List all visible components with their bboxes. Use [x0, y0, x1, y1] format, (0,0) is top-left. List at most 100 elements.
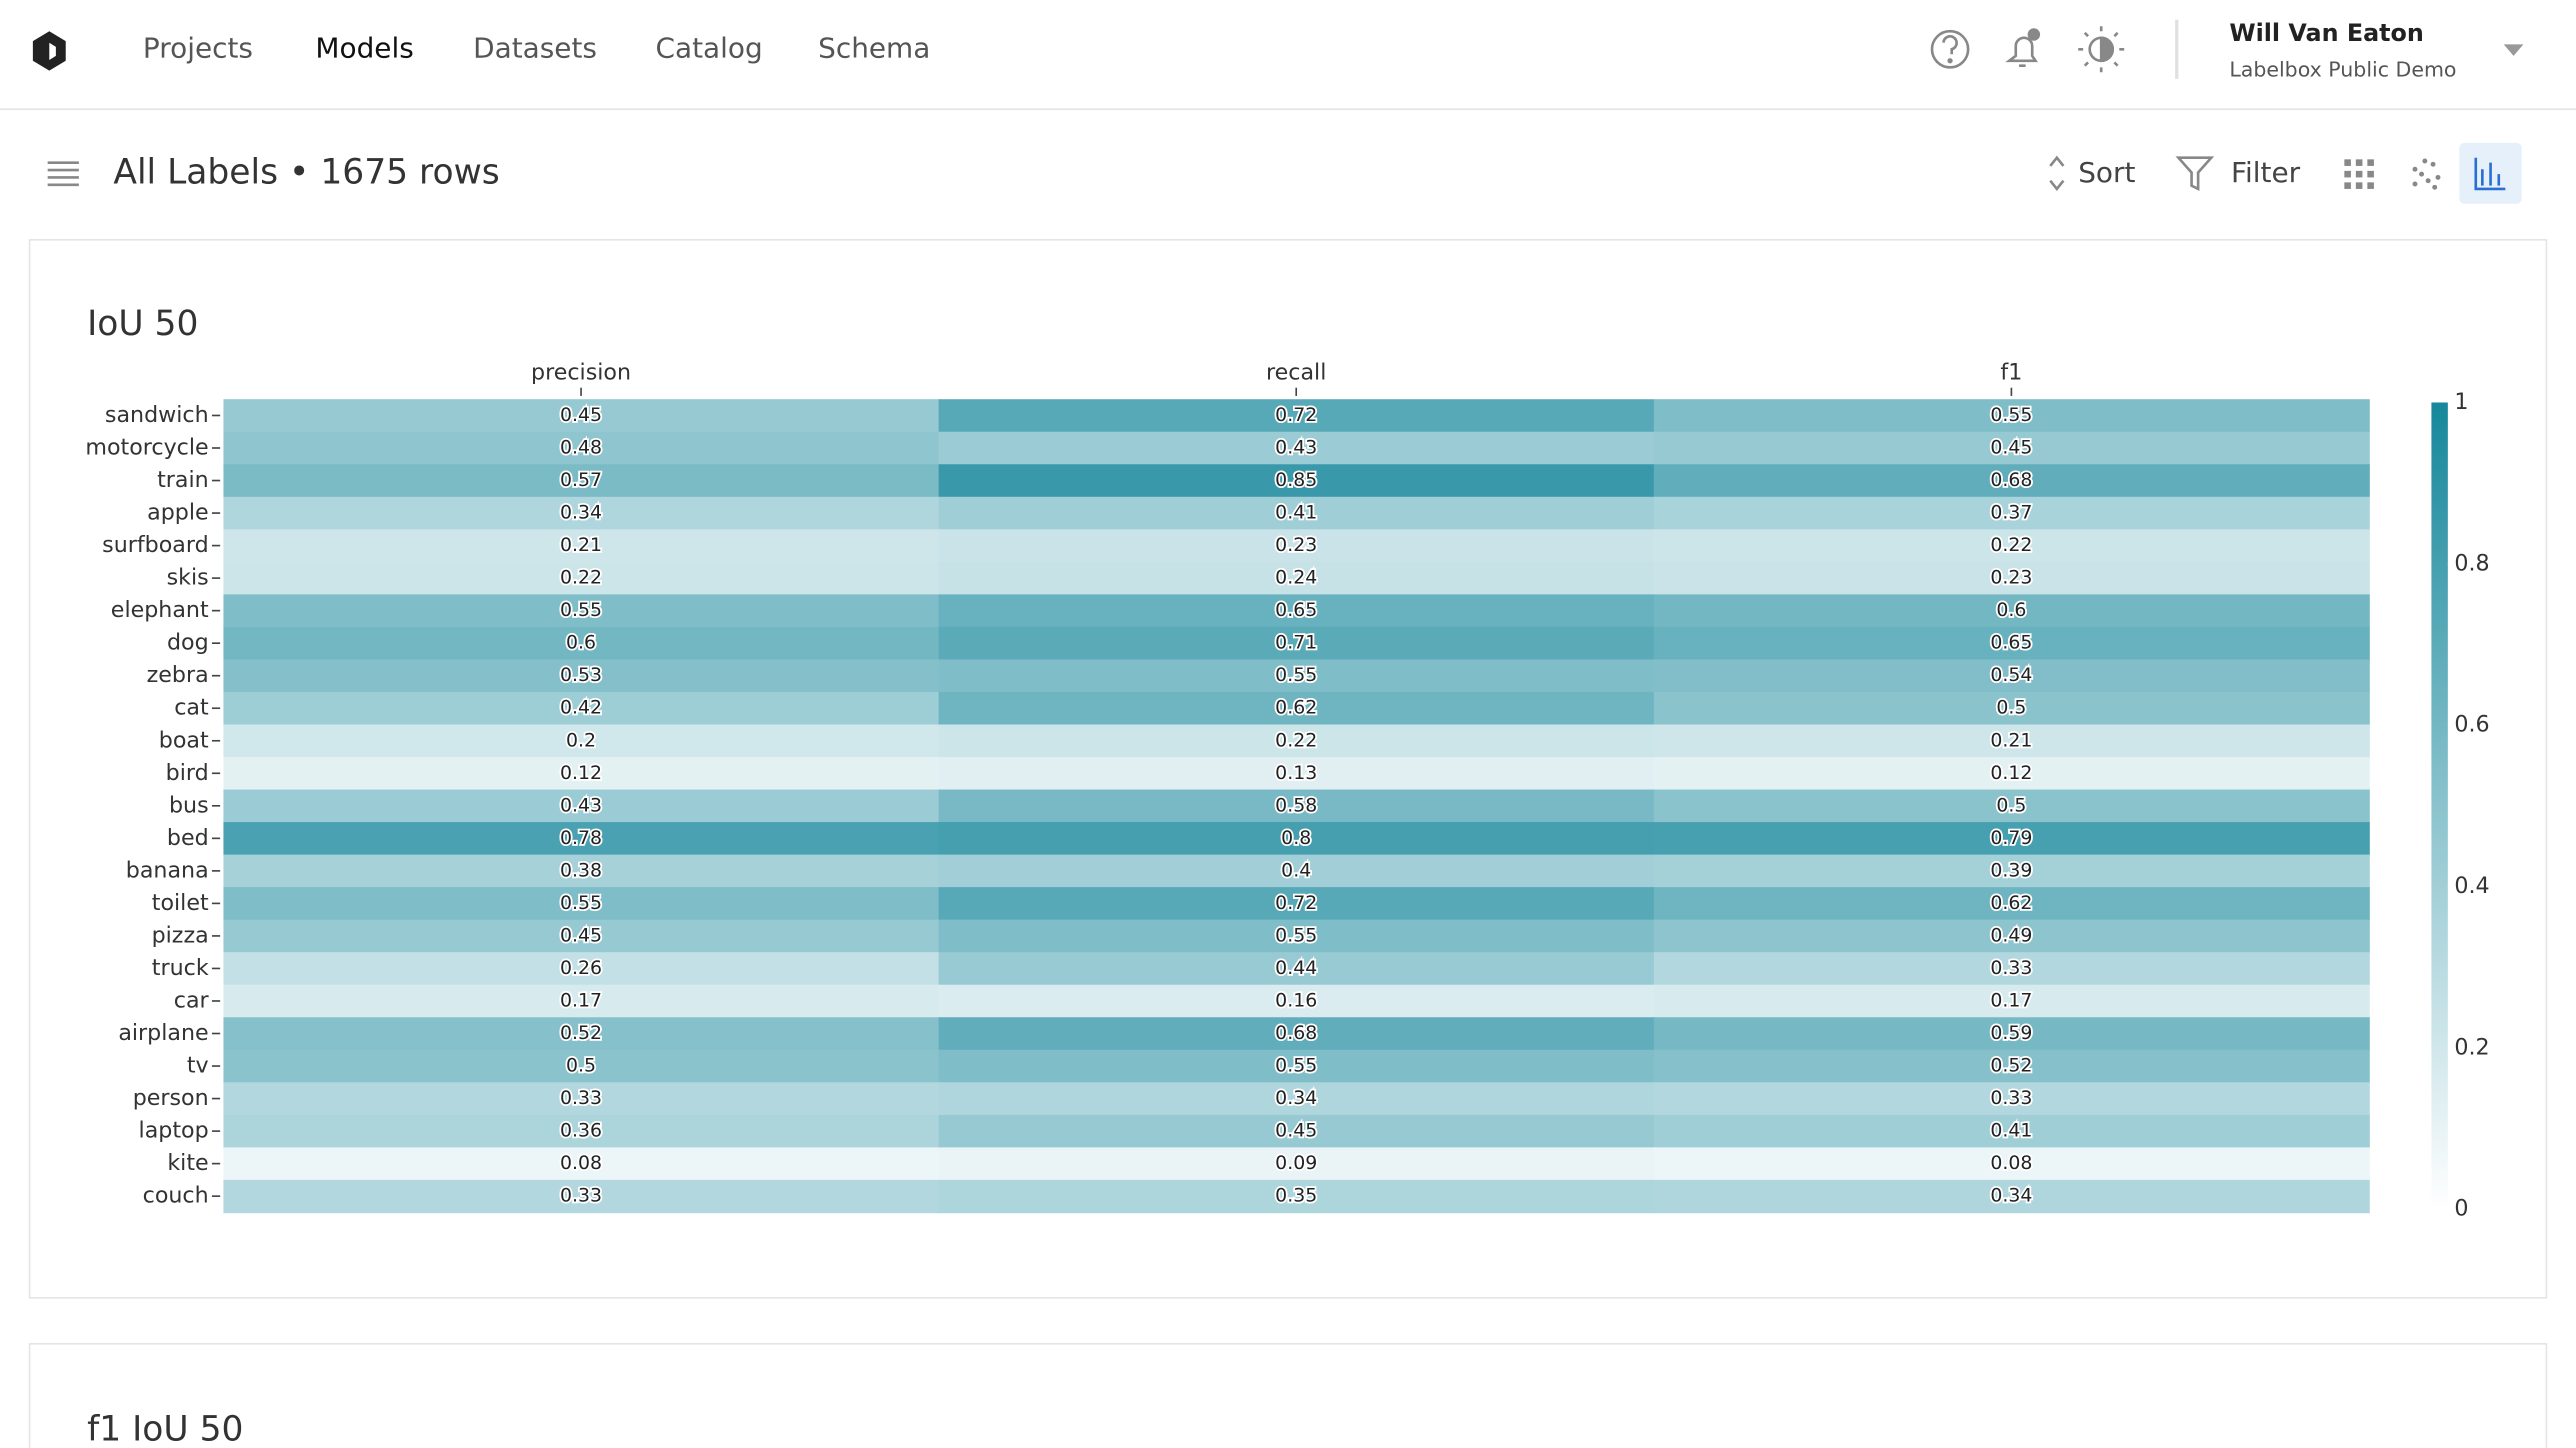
- heatmap-cell: [938, 594, 1655, 628]
- nav-item[interactable]: Projects: [143, 31, 253, 64]
- cell-label: 0.34: [560, 502, 602, 524]
- heatmap-cell: [1653, 691, 2370, 726]
- row-label: boat: [159, 727, 209, 753]
- row-label: tv: [187, 1053, 209, 1079]
- cell-label: 0.21: [1990, 729, 2032, 751]
- cell-label: 0.37: [1990, 502, 2032, 524]
- colorbar-tick-label: 1: [2454, 389, 2468, 415]
- sort-button[interactable]: Sort: [2078, 156, 2135, 189]
- heatmap-cell: [938, 691, 1655, 726]
- nav-item[interactable]: Datasets: [473, 31, 597, 64]
- heatmap-cell: [1653, 757, 2370, 791]
- row-label: airplane: [118, 1020, 208, 1046]
- heatmap-cell: [938, 464, 1655, 498]
- heatmap-cell: [223, 887, 940, 921]
- filter-button[interactable]: Filter: [2231, 156, 2301, 189]
- user-name: Will Van Eaton: [2229, 19, 2424, 47]
- cell-label: 0.45: [1275, 1120, 1317, 1142]
- cell-label: 0.6: [566, 632, 596, 654]
- heatmap-cell: [223, 561, 940, 596]
- notification-icon[interactable]: [2005, 28, 2041, 68]
- heatmap-cell: [223, 464, 940, 498]
- colorbar-tick-label: 0.2: [2454, 1034, 2489, 1060]
- nav-item[interactable]: Schema: [818, 31, 930, 64]
- heatmap-cell: [223, 399, 940, 433]
- heatmap-cell: [223, 1114, 940, 1149]
- colorbar-tick-label: 0.8: [2454, 550, 2489, 576]
- colorbar: [2431, 402, 2448, 1210]
- heatmap-cell: [223, 757, 940, 791]
- heatmap-cell: [1653, 1114, 2370, 1149]
- heatmap-cell: [1653, 952, 2370, 986]
- sidebar-toggle[interactable]: [47, 161, 79, 187]
- row-label: zebra: [147, 662, 209, 688]
- heatmap-cell: [1653, 1017, 2370, 1051]
- cell-label: 0.4: [1281, 859, 1311, 881]
- help-icon[interactable]: [1930, 29, 1970, 69]
- row-label: couch: [143, 1183, 209, 1209]
- cell-label: 0.6: [1996, 599, 2026, 621]
- heatmap-cell: [223, 854, 940, 888]
- cell-label: 0.26: [560, 957, 602, 979]
- cell-label: 0.17: [560, 989, 602, 1011]
- heatmap-cell: [938, 887, 1655, 921]
- row-label: surfboard: [102, 532, 208, 558]
- row-label: person: [133, 1085, 209, 1111]
- heatmap-cell: [938, 952, 1655, 986]
- row-label: dog: [167, 630, 209, 656]
- colorbar-tick-label: 0: [2454, 1196, 2468, 1222]
- sort-icon[interactable]: [2049, 155, 2065, 192]
- scatter-view-button[interactable]: [2412, 158, 2441, 190]
- cell-label: 0.35: [1275, 1185, 1317, 1207]
- column-label: precision: [531, 359, 631, 385]
- heatmap-cell: [1653, 1082, 2370, 1116]
- cell-label: 0.36: [560, 1120, 602, 1142]
- user-org: Labelbox Public Demo: [2229, 58, 2456, 82]
- cell-label: 0.78: [560, 827, 602, 849]
- nav-bar: Projects Models Datasets Catalog Schema: [143, 31, 930, 64]
- row-label: bird: [166, 760, 209, 786]
- cell-label: 0.38: [560, 859, 602, 881]
- colorbar-tick-label: 0.4: [2454, 873, 2489, 899]
- heatmap-cell: [1653, 594, 2370, 628]
- heatmap-cell: [223, 496, 940, 531]
- cell-label: 0.5: [566, 1055, 596, 1077]
- cell-label: 0.72: [1275, 892, 1317, 914]
- row-label: car: [174, 987, 210, 1013]
- heatmap-cell: [938, 1049, 1655, 1084]
- heatmap-cell: [938, 659, 1655, 693]
- colorbar-tick-label: 0.6: [2454, 712, 2489, 738]
- cell-label: 0.53: [560, 664, 602, 686]
- cell-label: 0.21: [560, 534, 602, 556]
- cell-label: 0.33: [560, 1185, 602, 1207]
- cell-label: 0.22: [1990, 534, 2032, 556]
- heatmap-cell: [938, 789, 1655, 823]
- grid-view-button[interactable]: [2344, 159, 2374, 189]
- heatmap-cell: [938, 399, 1655, 433]
- cell-label: 0.5: [1996, 794, 2026, 816]
- filter-icon[interactable]: [2175, 156, 2215, 192]
- cell-label: 0.08: [560, 1152, 602, 1174]
- logo[interactable]: [32, 31, 66, 71]
- heatmap-cell: [938, 561, 1655, 596]
- cell-label: 0.55: [560, 599, 602, 621]
- heatmap-cell: [938, 431, 1655, 466]
- cell-label: 0.43: [560, 794, 602, 816]
- heatmap-cell: [1653, 659, 2370, 693]
- nav-item[interactable]: Models: [315, 31, 413, 64]
- heatmap-cell: [223, 1147, 940, 1181]
- heatmap-cell: [938, 984, 1655, 1019]
- heatmap-cell: [938, 1114, 1655, 1149]
- cell-label: 0.22: [560, 567, 602, 589]
- cell-label: 0.23: [1990, 567, 2032, 589]
- heatmap-cell: [1653, 789, 2370, 823]
- user-menu-caret[interactable]: [2503, 44, 2524, 56]
- chart-title: f1 IoU 50: [87, 1409, 243, 1448]
- theme-icon[interactable]: [2078, 26, 2125, 73]
- cell-label: 0.44: [1275, 957, 1317, 979]
- cell-label: 0.65: [1990, 632, 2032, 654]
- chart-view-icon: [2474, 157, 2506, 191]
- nav-item[interactable]: Catalog: [656, 31, 763, 64]
- heatmap-cell: [1653, 822, 2370, 856]
- row-label: bed: [167, 825, 209, 851]
